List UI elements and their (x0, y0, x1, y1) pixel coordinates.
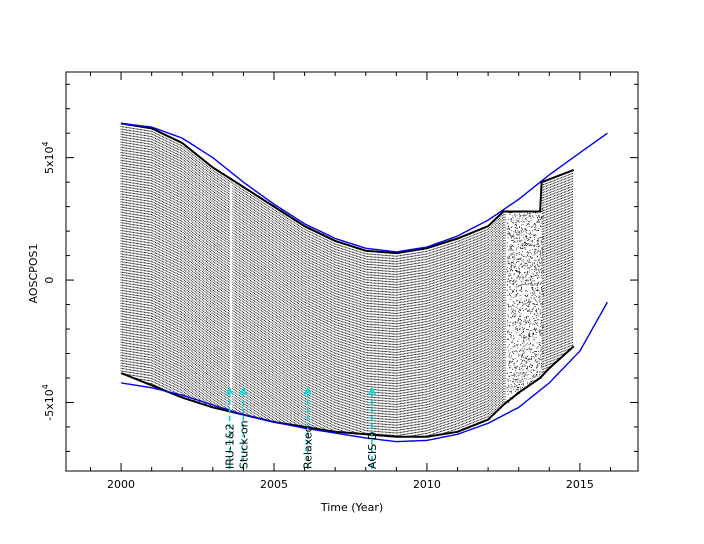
event-label-4: ACIS D (366, 432, 379, 469)
data-series-band (120, 123, 573, 437)
event-label-3: Relaxed (302, 425, 315, 469)
y-tick-exponent: 4 (41, 384, 50, 389)
event-label-1: IRU-1&2 (224, 424, 237, 469)
plot-layer: IRU-1&2 Stuck-on Relaxed ACIS D (120, 122, 609, 469)
event-arrowhead-3 (303, 386, 312, 395)
data-upper-edge (120, 122, 575, 255)
event-arrowhead-1 (225, 386, 234, 395)
y-tick-label: 5x104 (41, 141, 56, 174)
event-label-2: Stuck-on (237, 420, 250, 469)
data-series-sparse (506, 197, 544, 403)
x-tick-label: 2010 (413, 478, 441, 491)
x-tick-label: 2005 (260, 478, 288, 491)
x-tick-label: 2015 (566, 478, 594, 491)
envelope-lower-line (121, 301, 609, 443)
data-lower-edge (120, 345, 575, 438)
y-tick-label: -5x104 (41, 384, 56, 421)
plot-frame (65, 71, 639, 472)
y-axis-label: AOSCPOS1 (27, 244, 40, 304)
envelope-upper-line (121, 122, 608, 253)
ticks-layer: 2000 2005 2010 2015 5x104 0 -5x104 (41, 72, 638, 491)
x-tick-label: 2000 (107, 478, 135, 491)
event-arrowhead-2 (239, 386, 248, 395)
event-arrowhead-4 (368, 386, 376, 395)
x-axis-label: Time (Year) (320, 501, 383, 514)
y-tick-label: 0 (43, 277, 56, 284)
y-tick-exponent: 4 (41, 141, 50, 146)
